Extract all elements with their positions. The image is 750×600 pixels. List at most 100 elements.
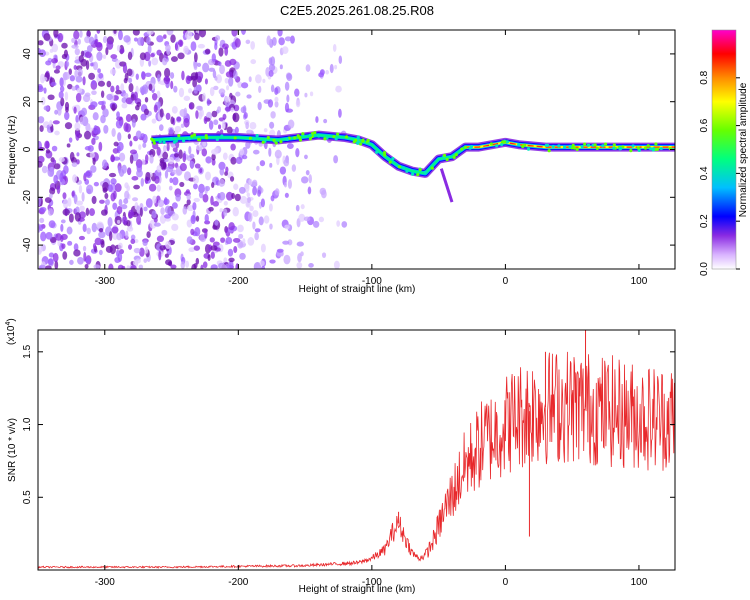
spectrogram-noise-blob — [67, 197, 72, 207]
spectrogram-noise-blob — [318, 216, 325, 223]
spectrogram-noise-blob — [43, 33, 51, 41]
spectrogram-noise-blob — [139, 52, 147, 61]
spectrogram-noise-blob — [39, 125, 44, 132]
spectrogram-noise-blob — [230, 107, 235, 113]
spectrogram-noise-blob — [156, 235, 165, 243]
spectrogram-noise-blob — [218, 124, 222, 130]
spectrogram-noise-blob — [170, 80, 174, 90]
spectrogram-ridge-speckle — [501, 140, 505, 144]
spectrogram-ridge-speckle — [220, 134, 224, 138]
spectrogram-noise-blob — [122, 63, 128, 74]
spectrogram-noise-blob — [96, 221, 104, 230]
spectrogram-noise-blob — [332, 43, 337, 52]
spectrogram-noise-blob — [39, 206, 47, 213]
spectrogram-ridge-speckle — [150, 137, 154, 141]
spectrogram-ridge-speckle — [361, 139, 365, 143]
spectrogram-noise-blob — [257, 265, 262, 269]
spectrogram-ridge-speckle — [445, 157, 449, 162]
spectrogram-noise-blob — [325, 70, 330, 75]
spectrogram-noise-blob — [110, 85, 115, 93]
spectrogram-noise-blob — [286, 73, 293, 82]
spectrogram-noise-blob — [147, 44, 152, 54]
spectrogram-noise-blob — [246, 197, 252, 203]
spectrogram-noise-blob — [159, 157, 165, 164]
spectrogram-ytick-label: -20 — [22, 190, 33, 205]
spectrogram-noise-blob — [151, 118, 157, 124]
spectrogram-noise-blob — [180, 123, 185, 128]
spectrogram-noise-blob — [140, 113, 147, 121]
spectrogram-noise-blob — [179, 181, 185, 187]
spectrogram-noise-blob — [74, 212, 81, 222]
spectrogram-noise-blob — [228, 76, 234, 87]
spectrogram-noise-blob — [204, 78, 208, 85]
spectrogram-ridge-speckle — [418, 168, 422, 172]
spectrogram-noise-blob — [287, 179, 292, 189]
spectrogram-noise-blob — [252, 186, 258, 196]
spectrogram-noise-blob — [243, 112, 248, 119]
spectrogram-noise-blob — [262, 78, 266, 84]
spectrogram-noise-blob — [130, 234, 136, 240]
spectrogram-noise-blob — [116, 111, 120, 119]
spectrogram-noise-blob — [60, 233, 68, 240]
spectrogram-noise-blob — [91, 137, 96, 145]
spectrogram-noise-blob — [221, 119, 226, 130]
spectrogram-noise-blob — [193, 175, 200, 184]
spectrogram-ridge-speckle — [442, 153, 447, 158]
spectrogram-ridge-speckle — [192, 133, 197, 137]
spectrogram-noise-blob — [70, 157, 77, 164]
spectrogram-noise-blob — [279, 64, 283, 70]
spectrogram-noise-blob — [202, 193, 209, 203]
spectrogram-noise-blob — [97, 100, 105, 106]
spectrogram-noise-blob — [200, 264, 204, 269]
spectrogram-ridge-speckle — [631, 144, 635, 148]
spectrogram-noise-blob — [71, 190, 75, 197]
spectrogram-noise-blob — [158, 250, 162, 261]
spectrogram-noise-blob — [225, 236, 233, 245]
spectrogram-ridge-speckle — [595, 146, 599, 150]
spectrogram-noise-blob — [74, 69, 78, 78]
spectrogram-noise-blob — [53, 69, 60, 74]
spectrogram-ridge-speckle — [416, 173, 420, 177]
spectrogram-noise-blob — [212, 201, 220, 207]
spectrogram-noise-blob — [211, 181, 215, 189]
spectrogram-noise-blob — [102, 36, 108, 44]
spectrogram-ridge-speckle — [266, 136, 270, 140]
spectrogram-ridge-speckle — [460, 147, 464, 151]
spectrogram-noise-blob — [184, 30, 193, 40]
spectrogram-noise-blob — [39, 217, 45, 224]
spectrogram-noise-blob — [118, 152, 126, 162]
spectrogram-ridge-speckle — [575, 147, 579, 151]
spectrogram-noise-blob — [83, 130, 92, 140]
spectrogram-noise-blob — [144, 246, 149, 254]
spectrogram-noise-blob — [230, 156, 237, 165]
spectrogram-ridge-speckle — [187, 137, 191, 141]
spectrogram-noise-blob — [111, 103, 116, 112]
spectrogram-noise-blob — [164, 170, 169, 179]
spectrogram-noise-blob — [254, 232, 259, 241]
spectrogram-noise-blob — [267, 99, 274, 108]
spectrogram-noise-blob — [274, 188, 280, 196]
spectrogram-noise-blob — [304, 154, 308, 160]
spectrogram-noise-blob — [197, 43, 206, 49]
spectrogram-noise-blob — [252, 210, 259, 218]
spectrogram-noise-blob — [51, 43, 59, 53]
spectrogram-noise-blob — [84, 264, 89, 269]
spectrogram-noise-blob — [211, 110, 218, 118]
spectrogram-noise-blob — [156, 184, 161, 192]
spectrogram-noise-blob — [117, 132, 122, 142]
spectrogram-noise-blob — [144, 51, 151, 62]
spectrogram-noise-blob — [98, 72, 104, 79]
spectrogram-noise-blob — [303, 216, 311, 222]
spectrogram-noise-blob — [53, 163, 61, 170]
spectrogram-noise-blob — [279, 166, 287, 175]
spectrogram-noise-blob — [170, 72, 175, 79]
spectrogram-ridge-speckle — [636, 146, 640, 150]
spectrogram-noise-blob — [146, 231, 151, 238]
spectrogram-noise-blob — [129, 140, 133, 147]
spectrogram-noise-blob — [204, 171, 211, 181]
spectrogram-noise-blob — [256, 165, 260, 171]
spectrogram-noise-blob — [71, 37, 76, 44]
spectrogram-noise-blob — [135, 130, 142, 140]
spectrogram-noise-blob — [226, 264, 235, 269]
spectrogram-noise-blob — [144, 72, 152, 78]
